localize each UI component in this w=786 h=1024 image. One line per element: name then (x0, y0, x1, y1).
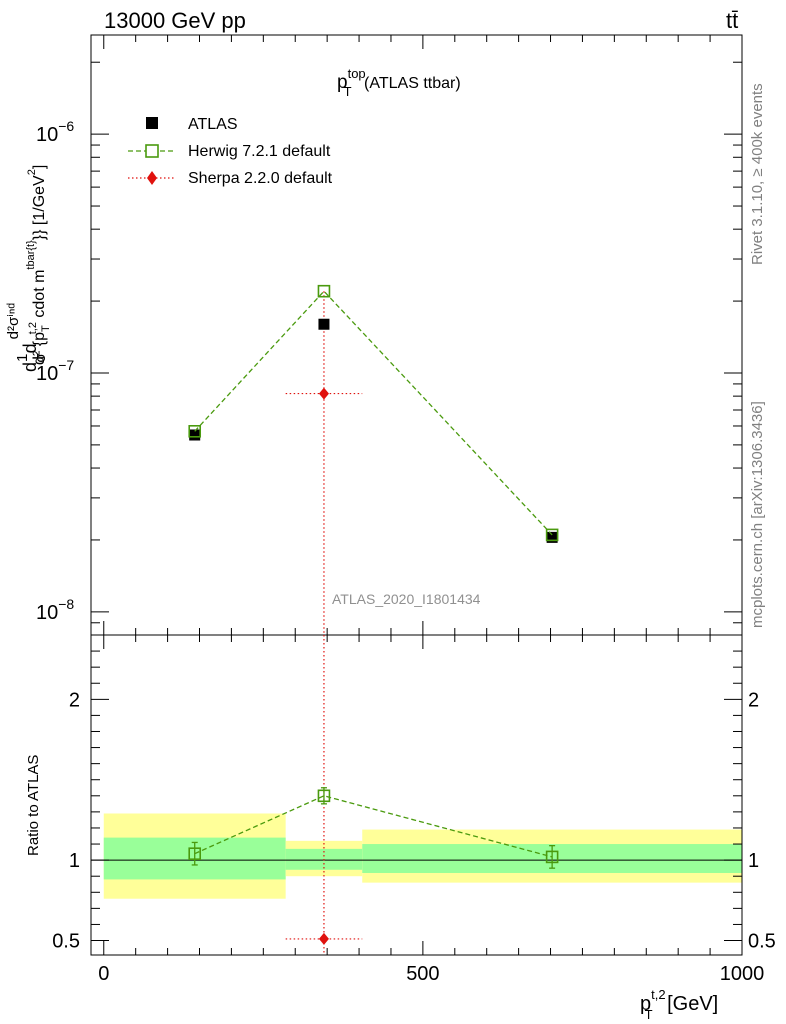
herwig-ratio-line (194, 795, 553, 858)
axes-layer: 0 500 1000 10−8 10−7 10−6 0.5 0.5 1 1 2 2 (36, 35, 776, 985)
x-tick-label: 0 (98, 963, 109, 985)
x-tick-label: 1000 (720, 963, 765, 985)
sherpa-point (318, 387, 329, 400)
legend-atlas-label: ATLAS (188, 116, 238, 133)
ratio-y-tick-label-right: 0.5 (748, 931, 776, 953)
herwig-ratio-point (317, 789, 331, 803)
ratio-y-tick-label-right: 2 (748, 689, 759, 711)
y-axis-label: d1σdd²σⁱⁿᵈd² {pTt,2 cdot mtbar{t}}} [1/G… (5, 165, 52, 372)
atlas-point (546, 531, 558, 543)
y-tick-label: 10−7 (36, 357, 74, 385)
mcplots-label: mcplots.cern.ch [arXiv:1306.3436] (749, 401, 766, 628)
legend-herwig-marker (145, 144, 159, 158)
chart-title: ptop T (ATLAS ttbar) (337, 66, 461, 99)
ratio-y-tick-label-left: 2 (69, 689, 80, 711)
herwig-ratio-point (545, 850, 559, 864)
y-tick-label: 10−6 (36, 118, 74, 146)
herwig-point (188, 424, 202, 438)
header-energy-label: 13000 GeV pp (104, 8, 246, 33)
atlas-point (318, 318, 330, 330)
ratio-plot-frame (90, 634, 743, 956)
herwig-point (545, 528, 559, 542)
data-marks (188, 284, 559, 955)
header-process-label: tt̄ (726, 8, 738, 33)
herwig-ratio-point (188, 847, 202, 860)
ratio-y-axis-label: Ratio to ATLAS (25, 755, 42, 856)
ratio-y-tick-label-left: 1 (69, 850, 80, 872)
x-tick-label: 500 (406, 963, 439, 985)
rivet-version-label: Rivet 3.1.10, ≥ 400k events (749, 83, 766, 265)
herwig-point (317, 284, 331, 298)
atlas-point (189, 429, 201, 441)
ratio-y-tick-label-right: 1 (748, 850, 759, 872)
legend-sherpa-marker (147, 171, 157, 185)
legend-herwig-label: Herwig 7.2.1 default (188, 143, 331, 160)
herwig-line (194, 290, 553, 536)
x-axis-label: pt,2 T [GeV] (640, 987, 718, 1022)
y-tick-label: 10−8 (36, 596, 74, 624)
analysis-label: ATLAS_2020_I1801434 (332, 591, 481, 607)
legend-sherpa-label: Sherpa 2.2.0 default (188, 170, 333, 187)
legend-atlas-marker (146, 117, 158, 129)
ratio-y-tick-label-left: 0.5 (52, 931, 80, 953)
sherpa-ratio-point (318, 932, 329, 945)
legend: ATLAS Herwig 7.2.1 default Sherpa 2.2.0 … (128, 116, 333, 187)
